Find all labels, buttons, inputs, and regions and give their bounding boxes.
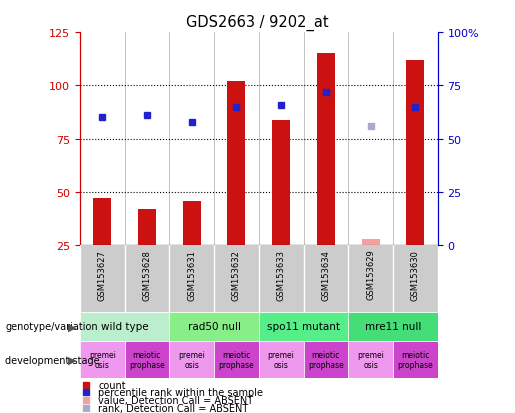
Bar: [80, 342, 125, 378]
Text: GSM153632: GSM153632: [232, 249, 241, 300]
Bar: [259, 313, 348, 341]
Bar: [138, 209, 156, 246]
Text: genotype/variation: genotype/variation: [5, 322, 98, 332]
Text: wild type: wild type: [101, 322, 148, 332]
Text: rank, Detection Call = ABSENT: rank, Detection Call = ABSENT: [98, 403, 249, 413]
Text: meiotic
prophase: meiotic prophase: [398, 350, 433, 369]
Bar: [169, 342, 214, 378]
Text: ▶: ▶: [67, 355, 76, 365]
Text: mre11 null: mre11 null: [365, 322, 421, 332]
Text: count: count: [98, 380, 126, 389]
Bar: [406, 61, 424, 246]
Text: meiotic
prophase: meiotic prophase: [129, 350, 165, 369]
Bar: [348, 342, 393, 378]
Bar: [125, 342, 169, 378]
Bar: [183, 201, 201, 246]
Bar: [303, 342, 348, 378]
Text: percentile rank within the sample: percentile rank within the sample: [98, 387, 263, 397]
Text: value, Detection Call = ABSENT: value, Detection Call = ABSENT: [98, 395, 253, 405]
Bar: [228, 82, 245, 246]
Text: GSM153629: GSM153629: [366, 249, 375, 300]
Bar: [93, 199, 111, 246]
Text: rad50 null: rad50 null: [187, 322, 241, 332]
Text: meiotic
prophase: meiotic prophase: [218, 350, 254, 369]
Bar: [80, 313, 169, 341]
Bar: [169, 313, 259, 341]
Text: GSM153631: GSM153631: [187, 249, 196, 300]
Bar: [348, 313, 438, 341]
Text: development stage: development stage: [5, 355, 100, 365]
Text: spo11 mutant: spo11 mutant: [267, 322, 340, 332]
Text: meiotic
prophase: meiotic prophase: [308, 350, 344, 369]
Bar: [362, 240, 380, 246]
Text: premei
osis: premei osis: [178, 350, 205, 369]
Text: premei
osis: premei osis: [89, 350, 116, 369]
Text: GSM153634: GSM153634: [321, 249, 331, 300]
Text: GSM153630: GSM153630: [411, 249, 420, 300]
Text: ▶: ▶: [67, 322, 76, 332]
Text: GSM153627: GSM153627: [98, 249, 107, 300]
Bar: [393, 342, 438, 378]
Text: GSM153628: GSM153628: [143, 249, 151, 300]
Bar: [214, 342, 259, 378]
Text: GDS2663 / 9202_at: GDS2663 / 9202_at: [186, 14, 329, 31]
Bar: [317, 54, 335, 246]
Text: premei
osis: premei osis: [357, 350, 384, 369]
Text: premei
osis: premei osis: [268, 350, 295, 369]
Bar: [272, 120, 290, 246]
Text: GSM153633: GSM153633: [277, 249, 286, 300]
Bar: [259, 342, 303, 378]
